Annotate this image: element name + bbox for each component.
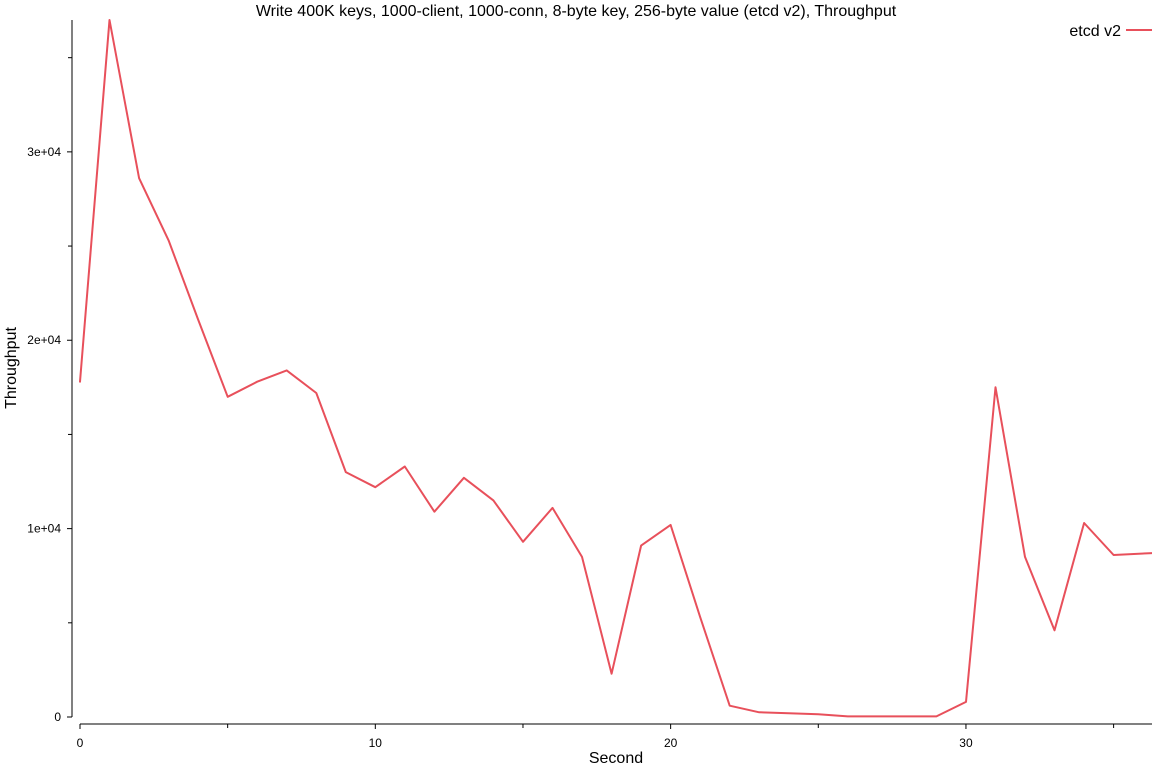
- x-tick-label: 20: [664, 736, 678, 750]
- y-ticks: 0 1e+04 2e+04 3e+04: [27, 57, 72, 724]
- legend: etcd v2: [1069, 23, 1152, 40]
- y-tick-label: 0: [54, 710, 61, 724]
- series-layer: [79, 19, 1152, 718]
- y-axis-label: Throughput: [3, 327, 20, 409]
- x-tick-label: 10: [369, 736, 383, 750]
- x-ticks: 0 10 20 30: [77, 724, 1115, 750]
- y-tick-label: 1e+04: [27, 522, 61, 536]
- x-tick-label: 30: [959, 736, 973, 750]
- series-line-etcd-v2: [79, 19, 1152, 718]
- y-tick-label: 3e+04: [27, 145, 61, 159]
- y-tick-label: 2e+04: [27, 333, 61, 347]
- chart-title: Write 400K keys, 1000-client, 1000-conn,…: [256, 3, 897, 20]
- x-tick-label: 0: [77, 736, 84, 750]
- legend-label-etcd-v2: etcd v2: [1069, 23, 1121, 40]
- x-axis-label: Second: [589, 750, 643, 767]
